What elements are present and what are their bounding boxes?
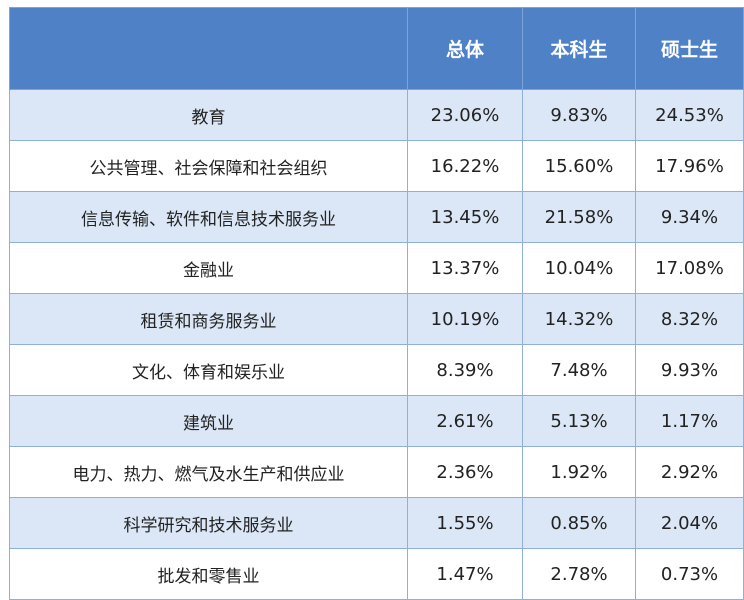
header-total: 总体 (407, 7, 523, 90)
industry-label: 教育 (9, 89, 408, 141)
value-total: 13.37% (407, 242, 523, 294)
table-row: 教育 23.06% 9.83% 24.53% (9, 89, 744, 141)
value-master: 1.17% (635, 395, 744, 447)
value-master: 17.96% (635, 140, 744, 192)
value-total: 23.06% (407, 89, 523, 141)
header-corner-cell (9, 7, 408, 90)
value-undergraduate: 9.83% (522, 89, 636, 141)
table-row: 公共管理、社会保障和社会组织 16.22% 15.60% 17.96% (9, 140, 744, 192)
industry-label: 建筑业 (9, 395, 408, 447)
table-row: 租赁和商务服务业 10.19% 14.32% 8.32% (9, 293, 744, 345)
table-row: 金融业 13.37% 10.04% 17.08% (9, 242, 744, 294)
table-row: 批发和零售业 1.47% 2.78% 0.73% (9, 548, 744, 600)
table-row: 信息传输、软件和信息技术服务业 13.45% 21.58% 9.34% (9, 191, 744, 243)
value-total: 10.19% (407, 293, 523, 345)
value-total: 2.36% (407, 446, 523, 498)
value-undergraduate: 1.92% (522, 446, 636, 498)
value-undergraduate: 15.60% (522, 140, 636, 192)
industry-label: 金融业 (9, 242, 408, 294)
value-undergraduate: 7.48% (522, 344, 636, 396)
value-master: 8.32% (635, 293, 744, 345)
table-body: 教育 23.06% 9.83% 24.53% 公共管理、社会保障和社会组织 16.22% 1… (9, 89, 744, 600)
industry-label: 电力、热力、燃气及水生产和供应业 (9, 446, 408, 498)
value-master: 17.08% (635, 242, 744, 294)
industry-label: 租赁和商务服务业 (9, 293, 408, 345)
header-undergraduate: 本科生 (522, 7, 636, 90)
value-total: 1.47% (407, 548, 523, 600)
industry-label: 批发和零售业 (9, 548, 408, 600)
value-undergraduate: 21.58% (522, 191, 636, 243)
value-undergraduate: 5.13% (522, 395, 636, 447)
value-master: 2.92% (635, 446, 744, 498)
value-total: 13.45% (407, 191, 523, 243)
industry-label: 信息传输、软件和信息技术服务业 (9, 191, 408, 243)
value-total: 16.22% (407, 140, 523, 192)
table-header-row: 总体 本科生 硕士生 (9, 7, 744, 90)
table-row: 电力、热力、燃气及水生产和供应业 2.36% 1.92% 2.92% (9, 446, 744, 498)
value-undergraduate: 10.04% (522, 242, 636, 294)
value-undergraduate: 0.85% (522, 497, 636, 549)
industry-label: 科学研究和技术服务业 (9, 497, 408, 549)
value-total: 2.61% (407, 395, 523, 447)
table-row: 科学研究和技术服务业 1.55% 0.85% 2.04% (9, 497, 744, 549)
value-master: 9.93% (635, 344, 744, 396)
value-undergraduate: 14.32% (522, 293, 636, 345)
value-master: 2.04% (635, 497, 744, 549)
industry-label: 公共管理、社会保障和社会组织 (9, 140, 408, 192)
value-undergraduate: 2.78% (522, 548, 636, 600)
value-master: 24.53% (635, 89, 744, 141)
industry-distribution-table: 总体 本科生 硕士生 教育 23.06% 9.83% 24.53% 公共管理、社会保障和… (9, 7, 744, 600)
industry-table-container: 总体 本科生 硕士生 教育 23.06% 9.83% 24.53% 公共管理、社会保障和… (9, 7, 744, 600)
value-total: 1.55% (407, 497, 523, 549)
value-master: 9.34% (635, 191, 744, 243)
industry-label: 文化、体育和娱乐业 (9, 344, 408, 396)
table-row: 建筑业 2.61% 5.13% 1.17% (9, 395, 744, 447)
value-master: 0.73% (635, 548, 744, 600)
header-master: 硕士生 (635, 7, 744, 90)
table-row: 文化、体育和娱乐业 8.39% 7.48% 9.93% (9, 344, 744, 396)
value-total: 8.39% (407, 344, 523, 396)
